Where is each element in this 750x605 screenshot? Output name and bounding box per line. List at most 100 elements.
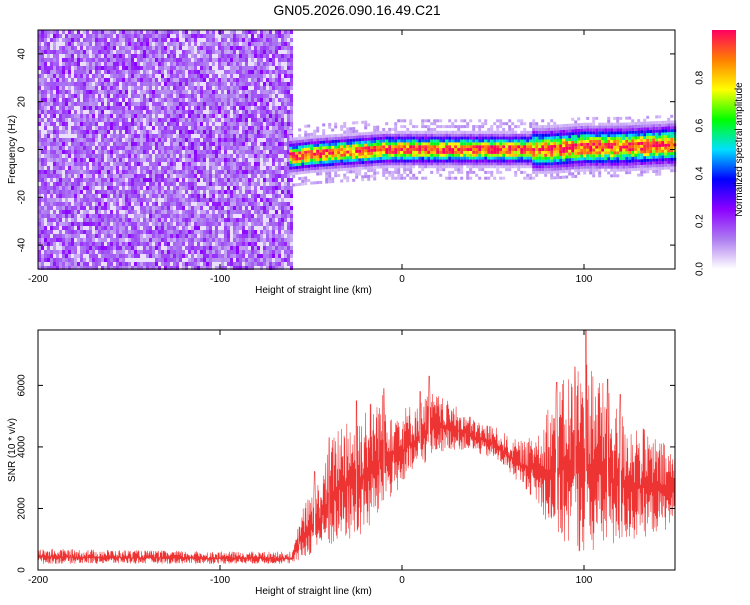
heatmap-cell — [83, 42, 86, 46]
heatmap-cell — [122, 266, 125, 270]
heatmap-cell — [212, 74, 215, 78]
heatmap-cell — [239, 222, 242, 226]
heatmap-cell — [221, 110, 224, 114]
heatmap-cell — [242, 226, 245, 230]
heatmap-cell — [182, 86, 185, 90]
heatmap-cell — [137, 246, 140, 250]
heatmap-cell — [152, 102, 155, 106]
heatmap-cell — [107, 210, 110, 214]
heatmap-cell — [83, 266, 86, 270]
heatmap-cell — [242, 70, 245, 74]
heatmap-cell — [170, 130, 173, 134]
heatmap-cell — [221, 58, 224, 62]
heatmap-cell — [152, 42, 155, 46]
heatmap-cell — [278, 218, 281, 222]
heatmap-cell — [137, 58, 140, 62]
heatmap-cell — [98, 238, 101, 242]
heatmap-cell — [41, 250, 44, 254]
heatmap-cell — [179, 102, 182, 106]
heatmap-cell — [137, 258, 140, 262]
heatmap-cell — [59, 30, 62, 34]
heatmap-cell — [248, 102, 251, 106]
heatmap-cell — [263, 170, 266, 174]
heatmap-cell — [257, 186, 260, 190]
heatmap-cell — [179, 146, 182, 150]
heatmap-cell — [257, 154, 260, 158]
heatmap-cell — [254, 266, 257, 270]
heatmap-cell — [191, 38, 194, 42]
heatmap-cell — [137, 206, 140, 210]
heatmap-cell — [143, 250, 146, 254]
heatmap-cell — [164, 182, 167, 186]
heatmap-cell — [185, 50, 188, 54]
heatmap-cell — [98, 226, 101, 230]
heatmap-cell — [176, 218, 179, 222]
heatmap-cell — [155, 262, 158, 266]
heatmap-cell — [257, 66, 260, 70]
heatmap-cell — [77, 258, 80, 262]
heatmap-cell — [260, 158, 263, 162]
heatmap-cell — [149, 46, 152, 50]
heatmap-cell — [131, 186, 134, 190]
heatmap-cell — [98, 198, 101, 202]
heatmap-cell — [125, 166, 128, 170]
heatmap-cell — [185, 94, 188, 98]
heatmap-cell — [215, 178, 218, 182]
heatmap-cell — [110, 30, 113, 34]
heatmap-cell — [149, 110, 152, 114]
heatmap-cell — [248, 122, 251, 126]
heatmap-cell — [263, 82, 266, 86]
heatmap-cell — [116, 30, 119, 34]
heatmap-cell — [38, 262, 41, 266]
heatmap-cell — [236, 54, 239, 58]
heatmap-cell — [266, 242, 269, 246]
heatmap-cell — [101, 182, 104, 186]
heatmap-cell — [95, 154, 98, 158]
heatmap-cell — [122, 118, 125, 122]
heatmap-cell — [185, 122, 188, 126]
heatmap-cell — [242, 42, 245, 46]
heatmap-cell — [134, 86, 137, 90]
heatmap-cell — [140, 66, 143, 70]
heatmap-cell — [167, 66, 170, 70]
heatmap-cell — [167, 134, 170, 138]
heatmap-cell — [191, 202, 194, 206]
heatmap-cell — [101, 34, 104, 38]
heatmap-cell — [71, 50, 74, 54]
heatmap-cell — [281, 78, 284, 82]
heatmap-cell — [272, 146, 275, 150]
heatmap-cell — [41, 234, 44, 238]
heatmap-cell — [80, 246, 83, 250]
heatmap-cell — [89, 142, 92, 146]
heatmap-cell — [149, 70, 152, 74]
heatmap-cell — [173, 170, 176, 174]
heatmap-cell — [278, 174, 281, 178]
heatmap-cell — [104, 126, 107, 130]
heatmap-cell — [152, 90, 155, 94]
heatmap-cell — [59, 74, 62, 78]
heatmap-cell — [47, 38, 50, 42]
heatmap-cell — [284, 162, 287, 166]
heatmap-cell — [143, 254, 146, 258]
heatmap-cell — [233, 230, 236, 234]
heatmap-cell — [158, 222, 161, 226]
heatmap-cell — [242, 254, 245, 258]
heatmap-cell — [89, 150, 92, 154]
heatmap-cell — [74, 258, 77, 262]
heatmap-cell — [104, 262, 107, 266]
heatmap-cell — [113, 218, 116, 222]
heatmap-cell — [170, 186, 173, 190]
heatmap-cell — [239, 250, 242, 254]
heatmap-cell — [56, 250, 59, 254]
heatmap-cell — [269, 134, 272, 138]
heatmap-cell — [74, 154, 77, 158]
heatmap-cell — [62, 158, 65, 162]
heatmap-cell — [257, 74, 260, 78]
heatmap-cell — [95, 194, 98, 198]
heatmap-cell — [143, 142, 146, 146]
heatmap-cell — [284, 202, 287, 206]
heatmap-cell — [284, 50, 287, 54]
heatmap-cell — [50, 134, 53, 138]
heatmap-cell — [47, 106, 50, 110]
heatmap-cell — [224, 130, 227, 134]
